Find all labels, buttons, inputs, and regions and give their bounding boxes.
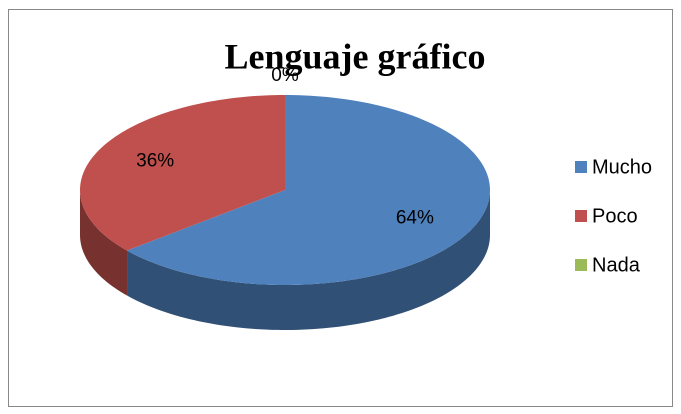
legend-label: Nada [592, 254, 641, 276]
pie-slice [127, 95, 490, 285]
legend-swatch [575, 161, 587, 173]
pie-slice [80, 95, 285, 251]
data-label: 36% [136, 151, 174, 172]
data-label: 64% [396, 207, 434, 228]
pie-sides [80, 190, 490, 330]
data-label: 0% [271, 65, 299, 86]
legend-label: Mucho [592, 156, 652, 178]
legend-swatch [575, 259, 587, 271]
legend-label: Poco [592, 205, 638, 227]
slice-side [80, 190, 128, 296]
chart-title: Lenguaje gráfico [225, 36, 486, 76]
slice-side [127, 190, 490, 330]
legend-swatch [575, 210, 587, 222]
